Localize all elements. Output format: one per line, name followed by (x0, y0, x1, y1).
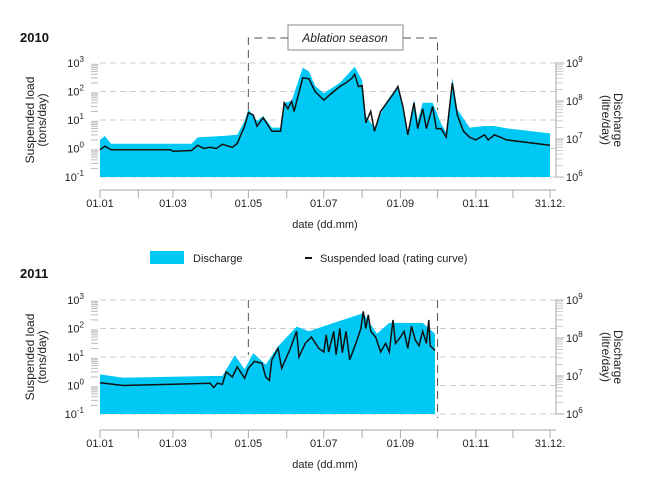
y-axis-title-right: (litre/day) (599, 332, 613, 382)
ablation-bracket (247, 37, 438, 110)
x-tick-label: 01.01 (86, 438, 114, 450)
y-tick-label-right: 109 (566, 55, 583, 70)
x-tick-label: 01.11 (462, 198, 489, 210)
y-tick-label-left: 102 (67, 321, 84, 336)
discharge-area (100, 313, 436, 414)
load-line (99, 311, 436, 389)
y-axis-title-right: Discharge (611, 93, 625, 147)
legend-label-load: Suspended load (rating curve) (320, 253, 467, 265)
y-tick-label-left: 101 (67, 112, 84, 127)
x-tick-label: 01.07 (310, 438, 338, 450)
y-tick-label-left: 100 (67, 141, 84, 156)
y-tick-label-right: 106 (566, 169, 583, 184)
x-tick-label: 01.01 (86, 198, 114, 210)
discharge-area (100, 66, 550, 177)
y-tick-label-left: 103 (67, 292, 84, 307)
x-tick-label: 01.09 (387, 438, 415, 450)
y-axis-title-right: (litre/day) (599, 95, 613, 145)
x-tick-label: 31.12. (535, 198, 566, 210)
y-tick-label-left: 101 (67, 349, 84, 364)
y-tick-label-right: 108 (566, 93, 583, 108)
y-tick-label-right: 107 (566, 368, 583, 383)
panel-title-2010: 2010 (20, 30, 49, 45)
y-tick-label-left: 102 (67, 84, 84, 99)
x-tick-label: 01.03 (159, 198, 187, 210)
y-tick-label-right: 106 (566, 406, 583, 421)
x-tick-label: 01.05 (235, 198, 263, 210)
y-axis-title-right: Discharge (611, 330, 625, 384)
y-tick-label-left: 10-1 (65, 169, 85, 184)
x-tick-label: 01.03 (159, 438, 187, 450)
y-axis-title-left: Suspended load (23, 77, 37, 164)
x-tick-label: 01.11 (462, 438, 489, 450)
x-axis-title: date (dd.mm) (292, 219, 357, 231)
x-tick-label: 01.05 (235, 438, 263, 450)
y-tick-label-right: 108 (566, 330, 583, 345)
y-axis-title-left: (tons/day) (35, 93, 49, 146)
y-axis-title-left: Suspended load (23, 314, 37, 401)
load-line (99, 72, 551, 153)
y-tick-label-right: 107 (566, 131, 583, 146)
x-tick-label: 01.07 (310, 198, 338, 210)
y-axis-title-left: (tons/day) (35, 330, 49, 383)
y-tick-label-left: 10-1 (65, 406, 85, 421)
legend-label-discharge: Discharge (193, 253, 243, 265)
annotation-text: Ablation season (301, 31, 388, 45)
y-tick-label-left: 100 (67, 378, 84, 393)
panel-title-2011: 2011 (20, 266, 48, 281)
x-tick-label: 01.09 (387, 198, 415, 210)
y-tick-label-left: 103 (67, 55, 84, 70)
legend-swatch-discharge (150, 251, 184, 264)
x-axis-title: date (dd.mm) (292, 459, 357, 471)
x-tick-label: 31.12. (535, 438, 566, 450)
y-tick-label-right: 109 (566, 292, 583, 307)
